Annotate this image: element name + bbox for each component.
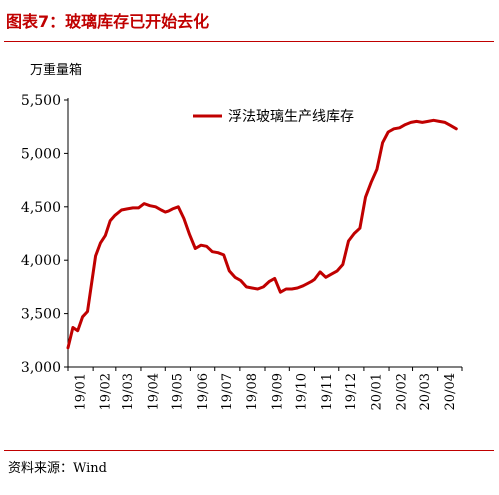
- y-tick-label: 5,000: [21, 146, 61, 162]
- y-tick-label: 5,500: [21, 93, 61, 109]
- inventory-line-chart: 万重量箱 3,000 3,500 4,000 4,500 5,000 5,500 19/0…: [21, 62, 463, 410]
- x-tick-label: 20/01: [369, 373, 384, 410]
- y-tick-label: 4,500: [21, 200, 61, 216]
- y-axis-ticks: 3,000 3,500 4,000 4,500 5,000 5,500: [21, 93, 68, 376]
- legend: 浮法玻璃生产线库存: [193, 108, 354, 125]
- x-axis-ticks: 19/01 19/02 19/03 19/04 19/05 19/06 19/07 19/08…: [67, 367, 463, 410]
- x-tick-label: 19/11: [320, 373, 335, 410]
- x-tick-label: 19/01: [73, 373, 88, 410]
- y-axis-label: 万重量箱: [30, 62, 82, 78]
- x-tick-label: 19/03: [121, 373, 136, 410]
- x-tick-label: 19/07: [220, 373, 235, 410]
- x-tick-label: 19/02: [98, 373, 113, 410]
- x-tick-label: 19/12: [344, 373, 359, 410]
- x-tick-label: 19/10: [295, 373, 310, 410]
- y-tick-label: 3,000: [21, 360, 61, 376]
- y-tick-label: 4,000: [21, 253, 61, 269]
- axes: [67, 98, 462, 368]
- x-tick-label: 19/08: [245, 373, 260, 410]
- title-divider: [4, 41, 494, 42]
- x-tick-label: 19/04: [146, 373, 161, 410]
- x-tick-label: 20/04: [443, 373, 458, 410]
- source-note: 资料来源：Wind: [8, 461, 107, 476]
- x-tick-label: 20/02: [394, 373, 409, 410]
- x-tick-label: 19/06: [196, 373, 211, 410]
- y-tick-label: 3,500: [21, 307, 61, 323]
- x-tick-label: 19/05: [171, 373, 186, 410]
- x-tick-label: 19/09: [270, 373, 285, 410]
- figure-title: 图表7：玻璃库存已开始去化: [6, 12, 210, 31]
- source-divider: [4, 450, 494, 451]
- legend-label: 浮法玻璃生产线库存: [228, 108, 354, 125]
- series-line: [66, 118, 458, 350]
- plot-area: [66, 118, 458, 350]
- x-tick-label: 20/03: [418, 373, 433, 410]
